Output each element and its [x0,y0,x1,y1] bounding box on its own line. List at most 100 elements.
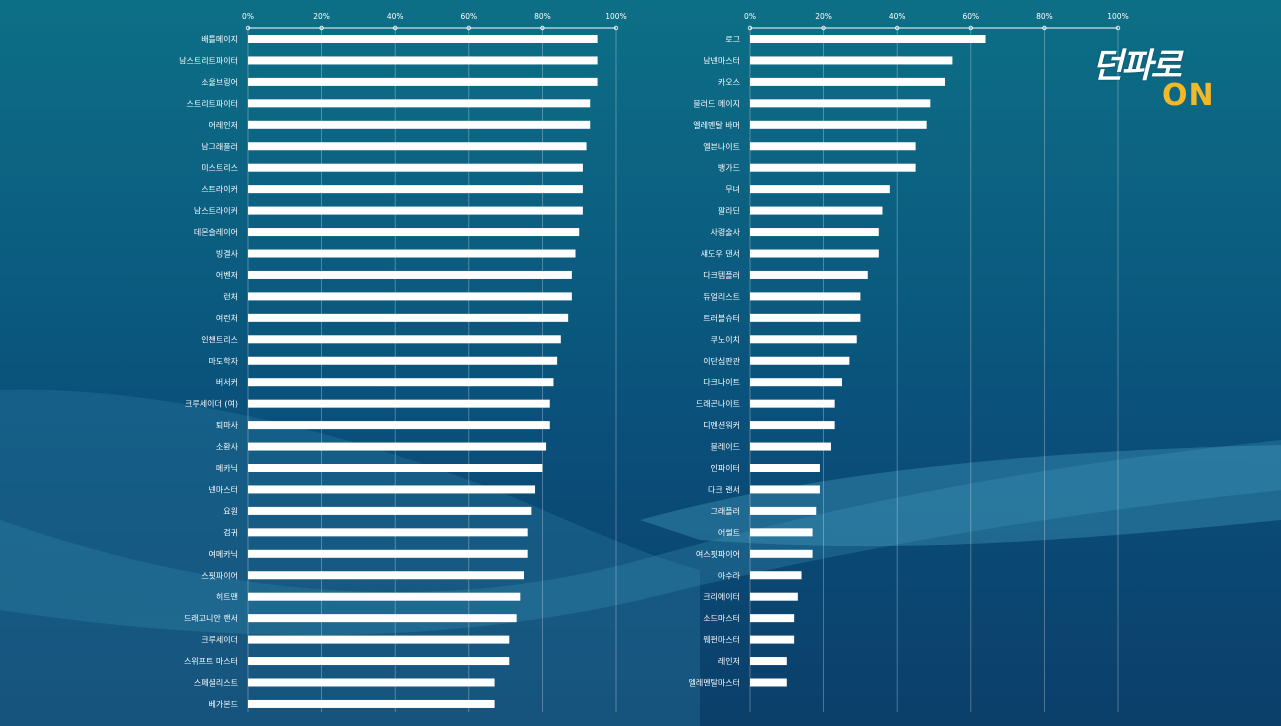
left-bar [248,206,583,215]
right-category-label: 그래플러 [711,507,740,516]
left-category-label: 배틀메이지 [201,34,238,44]
right-category-label: 레인저 [718,656,740,666]
right-category-label: 로그 [725,35,740,44]
background-wave-mid [0,440,1281,635]
right-category-label: 뱅가드 [718,163,740,173]
right-tick-label: 100% [1107,12,1128,21]
left-category-label: 인챈트리스 [201,334,238,344]
right-category-label: 다크템플러 [703,270,740,280]
left-category-label: 베가본드 [209,700,238,709]
left-bar [248,378,554,387]
left-category-label: 히트맨 [216,592,238,602]
right-tick-label: 20% [815,12,832,21]
left-category-label: 검귀 [223,527,238,537]
left-bar [248,571,524,580]
left-bar [248,335,561,344]
left-bar [248,464,543,472]
left-category-label: 스트라이커 [201,184,238,194]
right-category-label: 여스핏파이어 [696,549,740,559]
left-bar [248,592,521,601]
left-category-label: 소울브링어 [201,77,238,87]
left-bar [248,399,550,408]
left-category-label: 넨마스터 [209,485,238,494]
right-bar [750,313,861,322]
left-category-label: 남그래플러 [201,142,238,151]
right-tick-label: 0% [744,12,756,21]
left-tick-label: 100% [605,12,626,21]
right-bar [750,163,916,172]
left-tick-label: 20% [313,12,330,21]
right-bar [750,464,820,472]
background-wave-left [0,389,700,726]
right-bar [750,485,820,494]
right-category-label: 디멘션워커 [703,420,740,430]
right-bar [750,635,795,644]
left-category-label: 여런처 [216,313,238,323]
right-bar [750,592,798,601]
left-category-label: 마도학자 [209,356,239,366]
right-category-label: 인파이터 [711,463,740,473]
left-category-label: 크루세이더 (여) [185,399,238,409]
right-bar [750,56,953,65]
right-category-label: 엘레멘탈 바머 [693,120,740,130]
left-category-label: 남스트라이커 [194,206,238,216]
right-category-label: 트러블슈터 [703,313,740,323]
right-bar [750,442,831,451]
right-category-label: 블레이드 [711,442,740,452]
left-category-label: 런처 [223,291,238,301]
background-wave-right [640,445,1281,547]
right-category-label: 아수라 [718,570,741,580]
right-category-label: 이단심판관 [703,356,740,366]
right-bar [750,421,835,430]
right-bar [750,120,927,129]
right-category-label: 사령술사 [711,227,741,237]
left-category-label: 스위프트 마스터 [184,657,238,666]
left-bar [248,485,536,494]
right-category-label: 엘레멘탈마스터 [688,678,740,688]
logo-text: 던파로 [1092,46,1182,86]
right-bar [750,399,835,408]
left-category-label: 미스트리스 [201,164,238,173]
right-bar [750,292,861,301]
left-bar [248,678,495,687]
right-category-label: 어썰트 [718,527,740,537]
left-category-label: 여메카닉 [209,549,238,559]
left-category-label: 어벤저 [216,270,238,280]
right-category-label: 카오스 [718,78,740,87]
logo-on-badge: ON [1162,78,1215,113]
right-bar [750,77,946,86]
left-category-label: 스페셜리스트 [194,678,238,688]
right-category-label: 웨펀마스터 [703,635,740,645]
left-tick-label: 0% [242,12,254,21]
left-bar [248,77,598,86]
left-bar [248,356,558,365]
right-bar [750,270,868,279]
left-category-label: 메카닉 [216,464,238,473]
left-category-label: 어레인저 [209,120,238,130]
right-category-label: 드래곤나이트 [696,399,740,409]
right-bar [750,506,817,515]
right-bar [750,228,879,237]
left-tick-label: 40% [387,12,404,21]
right-bar [750,185,890,194]
right-bar [750,35,986,43]
left-tick-label: 60% [460,12,477,21]
right-category-label: 엘븐나이트 [703,141,740,151]
right-tick-label: 40% [889,12,906,21]
right-bar [750,678,787,687]
left-bar [248,99,591,108]
dunfa-on-logo: 던파로 ON [1092,38,1232,118]
left-bar [248,142,587,151]
left-category-label: 스트리트파이터 [186,98,238,108]
left-bar [248,699,495,708]
right-category-label: 다크나이트 [703,377,740,387]
left-bar [248,35,598,43]
left-bar [248,249,576,258]
left-tick-label: 80% [534,12,551,21]
left-bar [248,120,591,129]
left-category-label: 크루세이더 [201,635,238,645]
right-category-label: 무녀 [725,185,740,194]
left-bar [248,506,532,515]
